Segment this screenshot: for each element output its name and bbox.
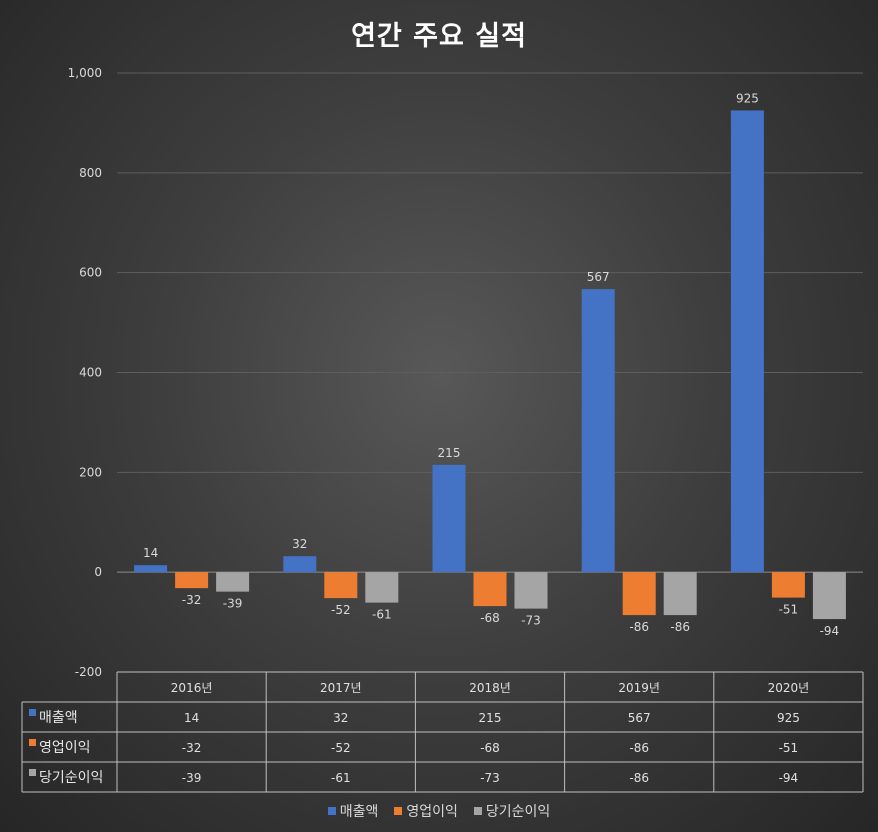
table-header-cell: 2019년 xyxy=(618,681,660,695)
legend-label: 영업이익 xyxy=(406,804,458,820)
table-cell: -51 xyxy=(779,741,799,755)
bar xyxy=(663,572,697,616)
data-label: -94 xyxy=(820,624,840,638)
y-tick-label: 1,000 xyxy=(68,66,102,80)
bar xyxy=(514,572,548,609)
table-cell: 14 xyxy=(184,711,199,725)
data-label: 32 xyxy=(292,537,307,551)
table-cell: -73 xyxy=(480,771,500,785)
bar xyxy=(324,572,358,599)
y-tick-label: 200 xyxy=(79,465,102,479)
data-label: -68 xyxy=(480,611,500,625)
table-legend-key xyxy=(29,739,36,746)
table-cell: -32 xyxy=(182,741,202,755)
bar xyxy=(134,565,168,573)
bar xyxy=(432,464,466,573)
y-tick-label: 0 xyxy=(94,565,102,579)
table-row-label: 당기순이익 xyxy=(39,770,103,786)
bar xyxy=(216,572,250,592)
table-row-label: 영업이익 xyxy=(39,740,91,756)
bar xyxy=(581,289,615,573)
legend-swatch xyxy=(327,807,336,815)
bar xyxy=(730,110,764,573)
data-label: -86 xyxy=(629,620,649,634)
table-cell: 215 xyxy=(479,711,502,725)
table-cell: -86 xyxy=(629,741,649,755)
table-cell: 925 xyxy=(777,711,800,725)
table-cell: -52 xyxy=(331,741,351,755)
data-label: 567 xyxy=(587,270,610,284)
table-cell: -39 xyxy=(182,771,202,785)
bar xyxy=(622,572,656,616)
table-legend-key xyxy=(29,709,36,716)
data-label: -32 xyxy=(182,593,202,607)
table-cell: -61 xyxy=(331,771,351,785)
table-cell: 32 xyxy=(333,711,348,725)
y-tick-label: 400 xyxy=(79,366,102,380)
bar xyxy=(473,572,507,607)
data-label: -51 xyxy=(779,603,799,617)
legend-item: 영업이익 xyxy=(394,801,458,821)
legend-swatch xyxy=(473,807,482,815)
data-label: -61 xyxy=(372,608,392,622)
chart-legend: 매출액 영업이익 당기순이익 xyxy=(0,801,878,821)
chart-title: 연간 주요 실적 xyxy=(351,21,527,52)
data-label: 925 xyxy=(736,91,759,105)
data-label: -86 xyxy=(670,620,690,634)
table-legend-key xyxy=(29,769,36,776)
data-label: 215 xyxy=(438,446,461,460)
bar xyxy=(175,572,209,589)
data-label: -39 xyxy=(223,597,243,611)
table-row-label: 매출액 xyxy=(39,710,78,726)
data-label: 14 xyxy=(143,546,158,560)
table-header-cell: 2018년 xyxy=(469,681,511,695)
bar xyxy=(365,572,399,603)
data-label: -73 xyxy=(521,614,541,628)
table-header-cell: 2020년 xyxy=(768,681,810,695)
table-cell: -94 xyxy=(779,771,799,785)
y-tick-label: -200 xyxy=(75,665,102,679)
bar xyxy=(771,572,805,598)
bar xyxy=(812,572,846,620)
table-cell: 567 xyxy=(628,711,651,725)
legend-label: 당기순이익 xyxy=(485,804,551,820)
table-cell: -68 xyxy=(480,741,500,755)
legend-item: 당기순이익 xyxy=(473,801,551,821)
table-cell: -86 xyxy=(629,771,649,785)
legend-swatch xyxy=(394,807,403,815)
legend-label: 매출액 xyxy=(339,804,379,820)
y-tick-label: 800 xyxy=(79,166,102,180)
table-header-cell: 2016년 xyxy=(171,681,213,695)
chart-plot: 1,000 800 600 400 200 0 -200 14 32 215 567 925 -32 -5… xyxy=(21,66,864,793)
table-header-cell: 2017년 xyxy=(320,681,362,695)
bar xyxy=(283,556,317,573)
legend-item: 매출액 xyxy=(327,801,379,821)
y-tick-label: 600 xyxy=(79,266,102,280)
data-label: -52 xyxy=(331,603,351,617)
